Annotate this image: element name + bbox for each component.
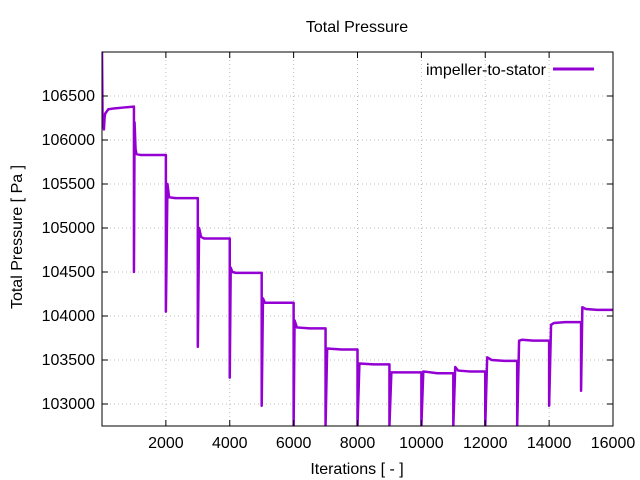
plot-area [102,52,613,426]
legend-label: impeller-to-stator [426,62,547,79]
x-axis-label: Iterations [ - ] [310,461,403,478]
x-tick-label: 16000 [591,435,636,452]
y-axis-label: Total Pressure [ Pa ] [9,165,26,309]
y-tick-label: 106000 [42,132,95,149]
y-tick-label: 105500 [42,176,95,193]
chart-title: Total Pressure [306,19,408,36]
x-tick-label: 6000 [276,435,312,452]
x-tick-label: 8000 [340,435,376,452]
x-tick-label: 12000 [463,435,508,452]
y-tick-label: 103500 [42,352,95,369]
x-tick-label: 2000 [148,435,184,452]
y-tick-label: 105000 [42,220,95,237]
x-tick-label: 4000 [212,435,248,452]
series-line-impeller-to-stator [102,52,613,426]
legend: impeller-to-stator [426,62,594,79]
y-tick-label: 103000 [42,396,95,413]
y-tick-label: 104500 [42,264,95,281]
x-tick-label: 14000 [527,435,572,452]
axis-ticks: 2000 4000 6000 8000 10000 12000 14000 16000 1030… [42,52,636,452]
y-tick-label: 104000 [42,308,95,325]
x-tick-label: 10000 [399,435,444,452]
y-tick-label: 106500 [42,88,95,105]
